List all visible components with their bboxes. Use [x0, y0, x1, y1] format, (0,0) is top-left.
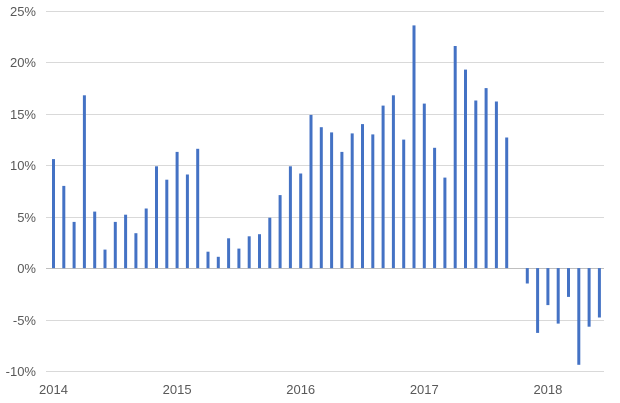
- bar: [227, 238, 231, 269]
- bar: [525, 268, 529, 284]
- bar: [350, 133, 354, 269]
- bar: [505, 137, 509, 269]
- bar: [309, 114, 313, 269]
- bar: [134, 233, 138, 269]
- x-axis-tick-labels: 2014 2015 2016 2017 2018: [39, 382, 562, 397]
- bar: [433, 147, 437, 269]
- y-tick-label: 25%: [10, 4, 36, 19]
- bar: [288, 166, 292, 269]
- bar: [597, 268, 601, 318]
- bar: [412, 25, 416, 269]
- bar: [258, 234, 261, 269]
- y-tick-label: 0%: [17, 261, 36, 276]
- y-tick-label: 15%: [10, 107, 36, 122]
- bar: [536, 268, 540, 333]
- bar: [113, 221, 117, 269]
- bar: [402, 139, 406, 269]
- bar: [196, 148, 200, 269]
- bar: [577, 268, 581, 365]
- gridlines: [46, 11, 604, 372]
- bar: [144, 208, 148, 269]
- bar: [268, 217, 272, 269]
- x-tick-label: 2016: [286, 382, 315, 397]
- y-tick-label: -10%: [6, 364, 37, 379]
- bar: [422, 103, 426, 269]
- bar: [278, 195, 282, 269]
- bar: [361, 124, 364, 269]
- bar: [453, 46, 457, 269]
- bar: [371, 134, 375, 269]
- bar: [175, 151, 179, 269]
- bar: [443, 177, 447, 269]
- bar: [62, 185, 66, 269]
- bar: [93, 211, 97, 269]
- x-tick-label: 2017: [410, 382, 439, 397]
- bar: [340, 151, 344, 269]
- bar: [464, 69, 467, 269]
- bar: [155, 166, 158, 269]
- bar: [587, 268, 591, 327]
- bar: [52, 159, 55, 269]
- bar: [103, 249, 107, 269]
- bar: [474, 100, 478, 269]
- bar: [546, 268, 550, 306]
- bar: [391, 95, 395, 269]
- bar: [72, 221, 76, 269]
- y-tick-label: 5%: [17, 210, 36, 225]
- y-tick-label: -5%: [13, 313, 37, 328]
- bar: [330, 132, 334, 269]
- x-tick-label: 2014: [39, 382, 68, 397]
- x-tick-label: 2018: [533, 382, 562, 397]
- bar: [381, 105, 385, 269]
- bar: [484, 88, 488, 269]
- bar: [567, 268, 570, 297]
- bar: [299, 173, 303, 269]
- bar: [185, 174, 189, 269]
- bar: [556, 268, 560, 324]
- bar: [206, 251, 210, 269]
- bar: [165, 179, 169, 269]
- bar: [216, 256, 220, 269]
- y-tick-label: 10%: [10, 158, 36, 173]
- y-axis-tick-labels: -10% -5% 0% 5% 10% 15% 20% 25%: [6, 4, 37, 379]
- bar: [247, 236, 251, 269]
- bar: [319, 127, 323, 269]
- x-tick-label: 2015: [163, 382, 192, 397]
- bar: [82, 95, 86, 269]
- bar: [237, 248, 241, 269]
- bar: [124, 214, 128, 269]
- bar: [494, 101, 498, 269]
- bar-series: [52, 25, 601, 365]
- y-tick-label: 20%: [10, 55, 36, 70]
